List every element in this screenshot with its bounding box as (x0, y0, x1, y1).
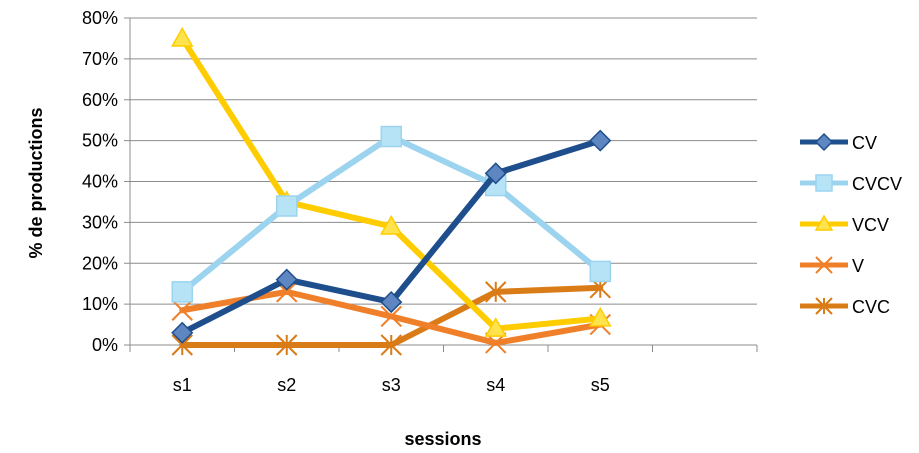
legend-label: CVCV (852, 174, 902, 194)
legend-item-cv: CV (800, 132, 877, 153)
y-tick-label: 70% (82, 49, 118, 69)
y-tick-label: 80% (82, 8, 118, 28)
series-cvcv (171, 125, 611, 303)
series-cv (171, 129, 612, 344)
marker-diamond (380, 291, 403, 314)
marker-diamond (275, 268, 298, 291)
marker-triangle (588, 306, 612, 327)
marker-triangle (814, 214, 834, 231)
x-axis-ticks: s1 s2 s3 s4 s5 (173, 375, 610, 395)
marker-square (380, 125, 402, 148)
marker-triangle (379, 214, 403, 235)
marker-x-stroke (380, 305, 402, 328)
legend-item-cvcv: CVCV (800, 174, 902, 194)
series-lines (170, 26, 612, 356)
marker-triangle (484, 317, 508, 337)
marker-diamond (814, 132, 834, 152)
y-tick-label: 50% (82, 131, 118, 151)
legend-label: V (852, 256, 864, 276)
legend-item-v: V (800, 256, 864, 276)
legend-label: CV (852, 133, 877, 153)
marker-x-stroke (171, 299, 193, 321)
marker-x-stroke (815, 256, 833, 274)
series-line-vcv (179, 35, 604, 332)
x-tick-label: s5 (591, 375, 610, 395)
marker-square (589, 260, 611, 283)
marker-triangle (170, 26, 194, 47)
x-tick-label: s4 (486, 375, 505, 395)
legend-item-cvc: CVC (800, 297, 890, 317)
y-tick-label: 0% (92, 335, 118, 355)
legend-label: VCV (852, 215, 889, 235)
marker-square (276, 195, 298, 217)
marker-diamond (171, 321, 194, 344)
y-tick-label: 20% (82, 253, 118, 273)
marker-diamond (589, 129, 612, 152)
legend-label: CVC (852, 297, 890, 317)
legend-item-vcv: VCV (800, 214, 889, 235)
x-axis-title: sessions (404, 429, 481, 449)
marker-diamond (484, 162, 507, 185)
y-tick-label: 30% (82, 212, 118, 232)
x-tick-label: s1 (173, 375, 192, 395)
y-axis-ticks: 0% 10% 20% 30% 40% 50% 60% 70% 80% (82, 8, 118, 355)
marker-square (171, 281, 193, 303)
y-axis-title: % de productions (26, 107, 46, 258)
y-tick-label: 40% (82, 172, 118, 192)
marker-square (815, 174, 833, 192)
x-tick-label: s2 (277, 375, 296, 395)
y-tick-label: 10% (82, 294, 118, 314)
y-tick-label: 60% (82, 90, 118, 110)
x-tick-label: s3 (382, 375, 401, 395)
marker-x-stroke (276, 281, 298, 303)
